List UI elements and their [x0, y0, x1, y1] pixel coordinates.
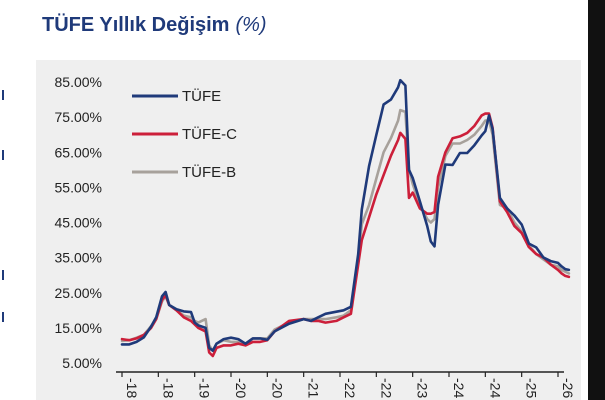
x-tick-label: -22 [342, 378, 358, 398]
y-tick-label: 85.00% [55, 74, 102, 90]
legend-label: TÜFE-B [182, 163, 236, 181]
x-tick-label: -23 [415, 378, 431, 398]
x-tick-label: -20 [233, 378, 249, 398]
x-tick-label: -20 [269, 378, 285, 398]
x-tick-label: -21 [306, 378, 322, 398]
y-tick-label: 65.00% [55, 144, 102, 160]
right-edge-bar [588, 0, 605, 400]
chart-title-text: TÜFE Yıllık Değişim [42, 14, 230, 36]
y-tick-label: 55.00% [55, 179, 102, 195]
chart-title: TÜFE Yıllık Değişim (%) [42, 14, 267, 37]
y-tick-label: 75.00% [55, 109, 102, 125]
chart-title-unit: (%) [235, 14, 267, 36]
legend-label: TÜFE [182, 87, 221, 105]
y-tick-label: 25.00% [55, 285, 102, 301]
x-tick-label: -18 [160, 378, 176, 398]
series-line-2 [120, 108, 571, 352]
series-line-1 [120, 112, 571, 358]
y-tick-label: 45.00% [55, 215, 102, 231]
x-tick-label: -25 [524, 378, 540, 398]
x-tick-label: -26 [560, 378, 576, 398]
y-tick-label: 15.00% [55, 320, 102, 336]
x-tick-label: -24 [451, 378, 467, 398]
x-tick-label: -22 [378, 378, 394, 398]
series-line-0 [120, 78, 571, 352]
y-tick-label: 35.00% [55, 250, 102, 266]
y-tick-label: 5.00% [62, 355, 102, 371]
legend-label: TÜFE-C [182, 125, 237, 143]
x-tick-label: -18 [124, 378, 140, 398]
x-tick-label: -24 [487, 378, 503, 398]
x-tick-label: -19 [197, 378, 213, 398]
